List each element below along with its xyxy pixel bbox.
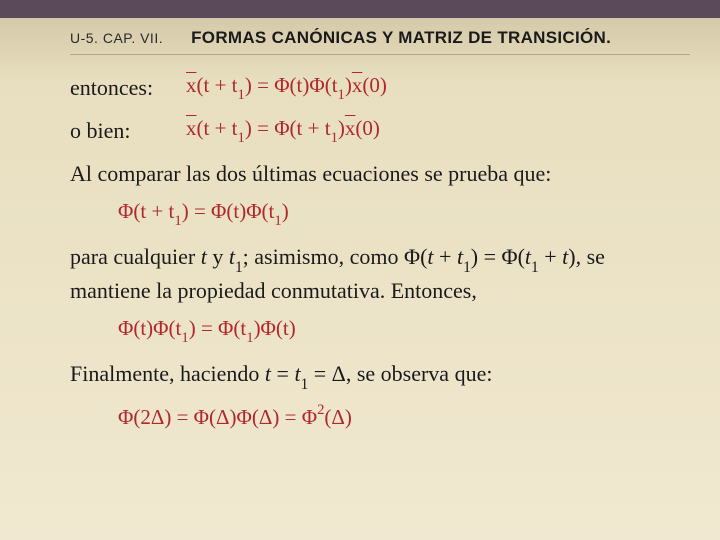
formula-eq3: Φ(t + t1) = Φ(t)Φ(t1)	[118, 199, 289, 223]
header-section: U-5. CAP. VII.	[70, 30, 163, 46]
paragraph-3: Finalmente, haciendo t = t1 = Δ, se obse…	[70, 359, 690, 393]
formula-eq3-wrap: Φ(t + t1) = Φ(t)Φ(t1)	[70, 199, 690, 228]
header-rule	[70, 54, 690, 55]
paragraph-2: para cualquier t y t1; asimismo, como Φ(…	[70, 242, 690, 306]
formula-eq5: Φ(2Δ) = Φ(Δ)Φ(Δ) = Φ2(Δ)	[118, 405, 352, 429]
formula-eq1: x(t + t1) = Φ(t)Φ(t1)x(0)	[186, 73, 387, 102]
row-obien: o bien: x(t + t1) = Φ(t + t1)x(0)	[70, 116, 690, 145]
header-title: FORMAS CANÓNICAS Y MATRIZ DE TRANSICIÓN.	[191, 28, 611, 48]
header: U-5. CAP. VII. FORMAS CANÓNICAS Y MATRIZ…	[70, 28, 690, 48]
formula-eq5-wrap: Φ(2Δ) = Φ(Δ)Φ(Δ) = Φ2(Δ)	[70, 404, 690, 430]
formula-eq2: x(t + t1) = Φ(t + t1)x(0)	[186, 116, 380, 145]
page-content: U-5. CAP. VII. FORMAS CANÓNICAS Y MATRIZ…	[0, 0, 720, 464]
paragraph-1: Al comparar las dos últimas ecuaciones s…	[70, 159, 690, 189]
label-entonces: entonces:	[70, 75, 162, 101]
formula-eq4-wrap: Φ(t)Φ(t1) = Φ(t1)Φ(t)	[70, 316, 690, 345]
row-entonces: entonces: x(t + t1) = Φ(t)Φ(t1)x(0)	[70, 73, 690, 102]
formula-eq4: Φ(t)Φ(t1) = Φ(t1)Φ(t)	[118, 316, 296, 340]
label-obien: o bien:	[70, 118, 162, 144]
